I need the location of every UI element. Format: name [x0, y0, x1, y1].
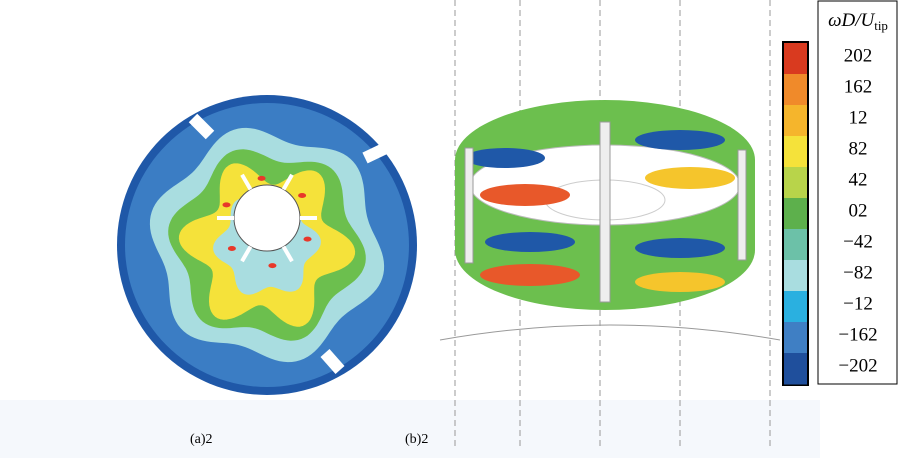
red-spot — [222, 202, 231, 208]
colorbar-label: 12 — [849, 107, 868, 128]
vortex-red — [480, 184, 570, 206]
title-main: ωD/U — [828, 10, 875, 31]
vortex-yellow — [645, 167, 735, 189]
colorbar-segment — [784, 167, 807, 199]
blade — [737, 149, 747, 261]
colorbar-label: −82 — [843, 262, 873, 283]
colorbar-label: 02 — [849, 200, 868, 221]
vortex-blue — [485, 232, 575, 252]
notch — [320, 349, 345, 374]
colorbar-label: 82 — [849, 138, 868, 159]
colorbar-segment — [784, 198, 807, 230]
colorbar-segment — [784, 43, 807, 75]
red-spot — [298, 192, 307, 198]
colorbar-segment — [784, 229, 807, 261]
vortex-blue — [635, 238, 725, 258]
red-spot — [303, 236, 312, 242]
bottom-band — [0, 400, 820, 458]
title-sub: tip — [874, 18, 888, 33]
red-spot — [257, 175, 266, 181]
notch — [188, 113, 215, 140]
blade — [599, 121, 611, 303]
colorbar-label: −162 — [838, 324, 877, 345]
colorbar-label: −42 — [843, 231, 873, 252]
caption: (b)2 — [405, 432, 428, 447]
red-spot — [268, 263, 277, 269]
blade — [240, 173, 253, 191]
colorbar-label: 202 — [844, 45, 873, 66]
colorbar-segment — [784, 105, 807, 137]
colorbar-label: 42 — [849, 169, 868, 190]
vortex-blue — [635, 130, 725, 150]
colorbar-label: −12 — [843, 293, 873, 314]
vortex-blue — [465, 148, 545, 168]
red-spot — [227, 246, 236, 252]
colorbar-title: ωD/Utip — [828, 10, 888, 33]
panel-b — [439, 0, 781, 450]
colorbar-segment — [784, 291, 807, 323]
hub — [233, 184, 301, 252]
colorbar-segment — [784, 353, 807, 385]
blade — [281, 173, 294, 191]
blade — [464, 147, 474, 264]
vortex-red — [480, 264, 580, 286]
colorbar-label: 162 — [844, 76, 873, 97]
panel-a — [117, 95, 417, 395]
colorbar-segment — [784, 136, 807, 168]
colorbar-label: −202 — [838, 355, 877, 376]
colorbar-segment — [784, 260, 807, 292]
notches — [188, 113, 391, 374]
vortex-yellow — [635, 272, 725, 292]
arc — [439, 324, 781, 341]
blade — [281, 245, 294, 263]
colorbar-segment — [784, 322, 807, 354]
notch — [362, 141, 391, 164]
legend-box — [817, 0, 898, 385]
blade — [240, 245, 253, 263]
caption: (a)2 — [190, 432, 213, 447]
colorbar-segment — [784, 74, 807, 106]
